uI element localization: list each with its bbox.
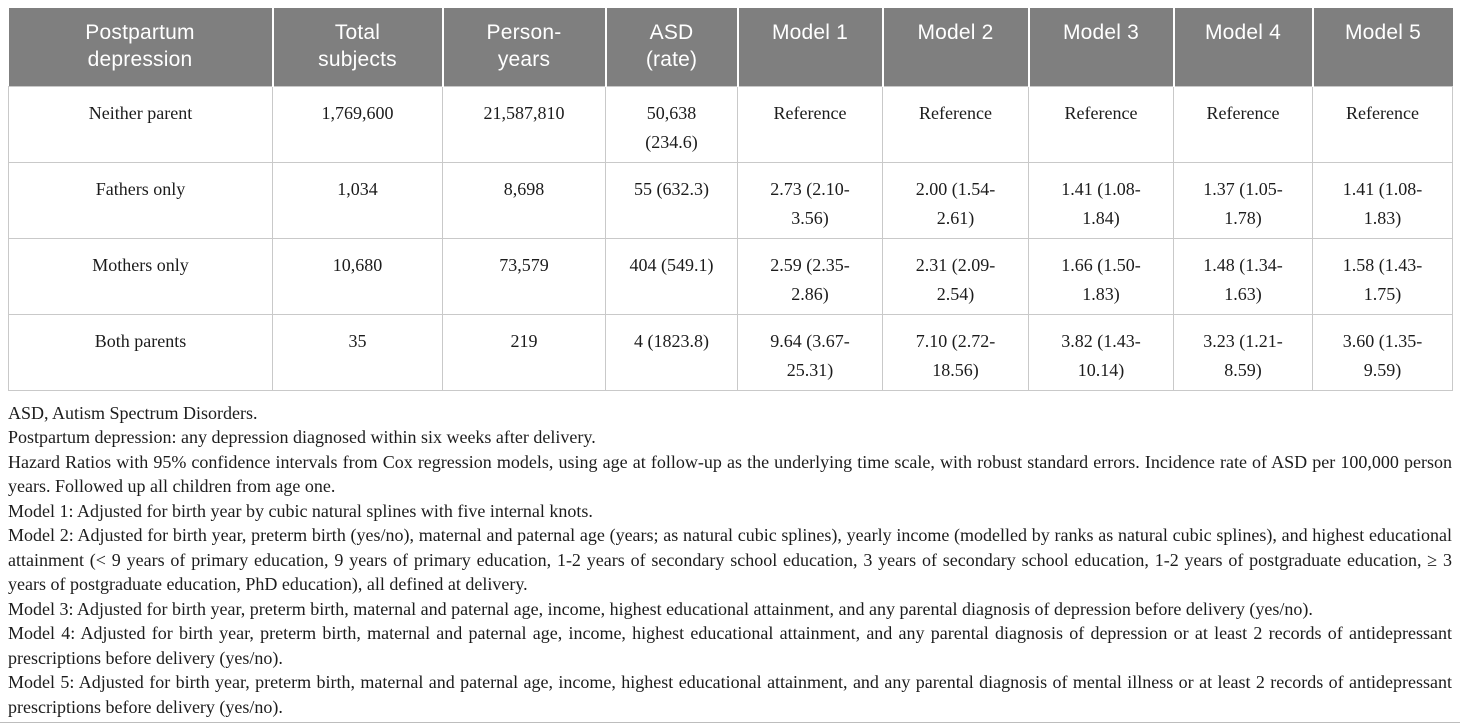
cell-model-3: 3.82 (1.43-10.14) bbox=[1028, 313, 1174, 391]
footnote-model-3: Model 3: Adjusted for birth year, preter… bbox=[8, 598, 1313, 619]
cell-model-4: Reference bbox=[1173, 85, 1313, 163]
cell-model-1: 9.64 (3.67-25.31) bbox=[737, 313, 883, 391]
table-footnotes: ASD, Autism Spectrum Disorders. Postpart… bbox=[8, 401, 1452, 720]
cell-asd-rate: 404 (549.1) bbox=[605, 237, 738, 315]
cell-model-5: Reference bbox=[1312, 85, 1453, 163]
cell-person-years: 219 bbox=[442, 313, 606, 391]
row-label: Neither parent bbox=[8, 85, 273, 163]
cell-model-5: 3.60 (1.35-9.59) bbox=[1312, 313, 1453, 391]
cell-model-2: Reference bbox=[882, 85, 1029, 163]
column-header-asd-rate: ASD (rate) bbox=[604, 8, 738, 86]
column-header-postpartum-depression: Postpartum depression bbox=[8, 8, 273, 86]
column-header-model-3: Model 3 bbox=[1027, 8, 1174, 86]
footnote-model-4: Model 4: Adjusted for birth year, preter… bbox=[8, 623, 1452, 668]
footnote-model-1: Model 1: Adjusted for birth year by cubi… bbox=[8, 500, 593, 521]
cell-asd-rate: 4 (1823.8) bbox=[605, 313, 738, 391]
cell-model-1: Reference bbox=[737, 85, 883, 163]
row-label: Fathers only bbox=[8, 161, 273, 239]
cell-model-1: 2.59 (2.35-2.86) bbox=[737, 237, 883, 315]
table-row-neither-parent: Neither parent 1,769,600 21,587,810 50,6… bbox=[8, 85, 1453, 163]
cell-person-years: 21,587,810 bbox=[442, 85, 606, 163]
footnote-model-5: Model 5: Adjusted for birth year, preter… bbox=[8, 672, 1452, 717]
cell-total-subjects: 10,680 bbox=[272, 237, 443, 315]
cell-model-5: 1.41 (1.08-1.83) bbox=[1312, 161, 1453, 239]
cell-model-4: 3.23 (1.21-8.59) bbox=[1173, 313, 1313, 391]
footnote-hazard-ratios: Hazard Ratios with 95% confidence interv… bbox=[8, 451, 1452, 497]
cell-asd-rate: 50,638 (234.6) bbox=[605, 85, 738, 163]
cell-model-2: 7.10 (2.72-18.56) bbox=[882, 313, 1029, 391]
row-label: Mothers only bbox=[8, 237, 273, 315]
footnote-asd-abbreviation: ASD, Autism Spectrum Disorders. bbox=[8, 402, 258, 423]
cell-model-3: Reference bbox=[1028, 85, 1174, 163]
column-header-model-5: Model 5 bbox=[1311, 8, 1453, 86]
row-label: Both parents bbox=[8, 313, 273, 391]
paper-table-figure: Postpartum depression Total subjects Per… bbox=[8, 8, 1453, 720]
table-header-row: Postpartum depression Total subjects Per… bbox=[8, 8, 1453, 86]
cell-model-2: 2.31 (2.09-2.54) bbox=[882, 237, 1029, 315]
cell-model-3: 1.66 (1.50-1.83) bbox=[1028, 237, 1174, 315]
footnote-postpartum-definition: Postpartum depression: any depression di… bbox=[8, 427, 596, 447]
table-row-mothers-only: Mothers only 10,680 73,579 404 (549.1) 2… bbox=[8, 237, 1453, 315]
cell-total-subjects: 35 bbox=[272, 313, 443, 391]
table-row-fathers-only: Fathers only 1,034 8,698 55 (632.3) 2.73… bbox=[8, 161, 1453, 239]
footnote-model-2: Model 2: Adjusted for birth year, preter… bbox=[8, 525, 1452, 594]
cell-model-4: 1.48 (1.34-1.63) bbox=[1173, 237, 1313, 315]
column-header-model-4: Model 4 bbox=[1172, 8, 1313, 86]
cell-person-years: 8,698 bbox=[442, 161, 606, 239]
figure-bottom-rule bbox=[0, 722, 1460, 723]
results-table: Postpartum depression Total subjects Per… bbox=[8, 8, 1453, 391]
cell-model-4: 1.37 (1.05-1.78) bbox=[1173, 161, 1313, 239]
cell-model-3: 1.41 (1.08-1.84) bbox=[1028, 161, 1174, 239]
cell-model-1: 2.73 (2.10-3.56) bbox=[737, 161, 883, 239]
cell-person-years: 73,579 bbox=[442, 237, 606, 315]
cell-total-subjects: 1,034 bbox=[272, 161, 443, 239]
column-header-total-subjects: Total subjects bbox=[271, 8, 443, 86]
column-header-model-1: Model 1 bbox=[736, 8, 883, 86]
cell-model-5: 1.58 (1.43-1.75) bbox=[1312, 237, 1453, 315]
cell-total-subjects: 1,769,600 bbox=[272, 85, 443, 163]
column-header-person-years: Person-years bbox=[441, 8, 606, 86]
cell-model-2: 2.00 (1.54-2.61) bbox=[882, 161, 1029, 239]
cell-asd-rate: 55 (632.3) bbox=[605, 161, 738, 239]
table-row-both-parents: Both parents 35 219 4 (1823.8) 9.64 (3.6… bbox=[8, 313, 1453, 391]
column-header-model-2: Model 2 bbox=[881, 8, 1029, 86]
